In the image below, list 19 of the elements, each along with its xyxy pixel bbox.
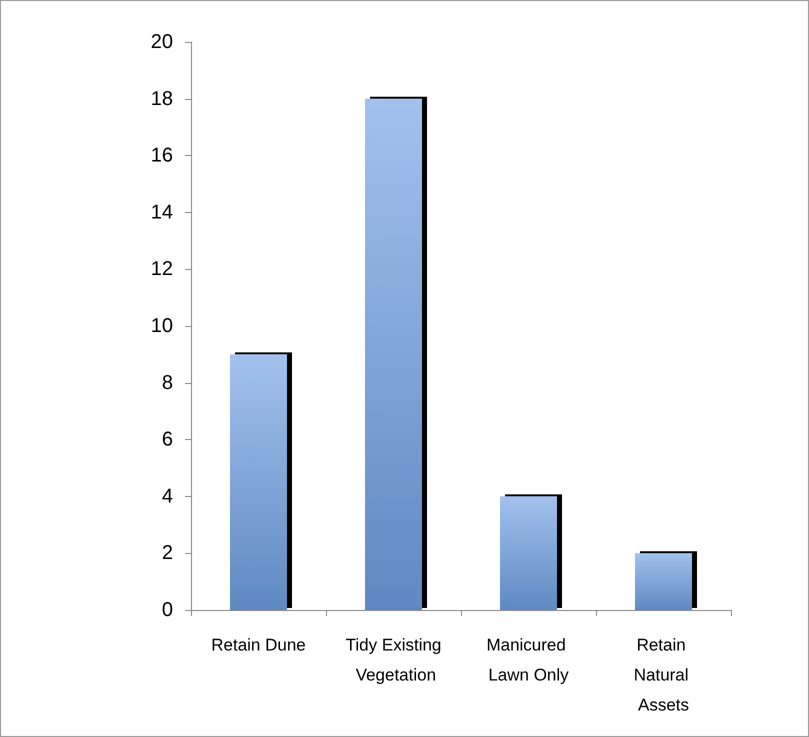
y-tick-label: 18 [150,88,173,110]
bar [635,553,692,610]
x-tick-label: Manicured Lawn Only [486,636,571,684]
bar [500,496,557,610]
x-tick-label: Tidy Existing Vegetation [346,636,442,684]
bar [365,98,422,610]
y-tick-label: 0 [162,599,173,621]
y-tick-label: 8 [162,372,173,394]
y-tick-label: 6 [162,428,173,451]
y-tick-label: 12 [150,258,173,280]
y-tick-label: 2 [162,542,173,564]
y-tick-label: 4 [162,485,173,508]
x-tick-label: Retain Dune [211,636,306,654]
y-tick-label: 16 [150,144,173,167]
y-tick-label: 20 [150,31,173,53]
x-tick-label: Retain Natural Assets [634,636,694,714]
y-tick-label: 10 [150,315,173,337]
bar [230,354,287,610]
y-tick-label: 14 [150,201,173,224]
